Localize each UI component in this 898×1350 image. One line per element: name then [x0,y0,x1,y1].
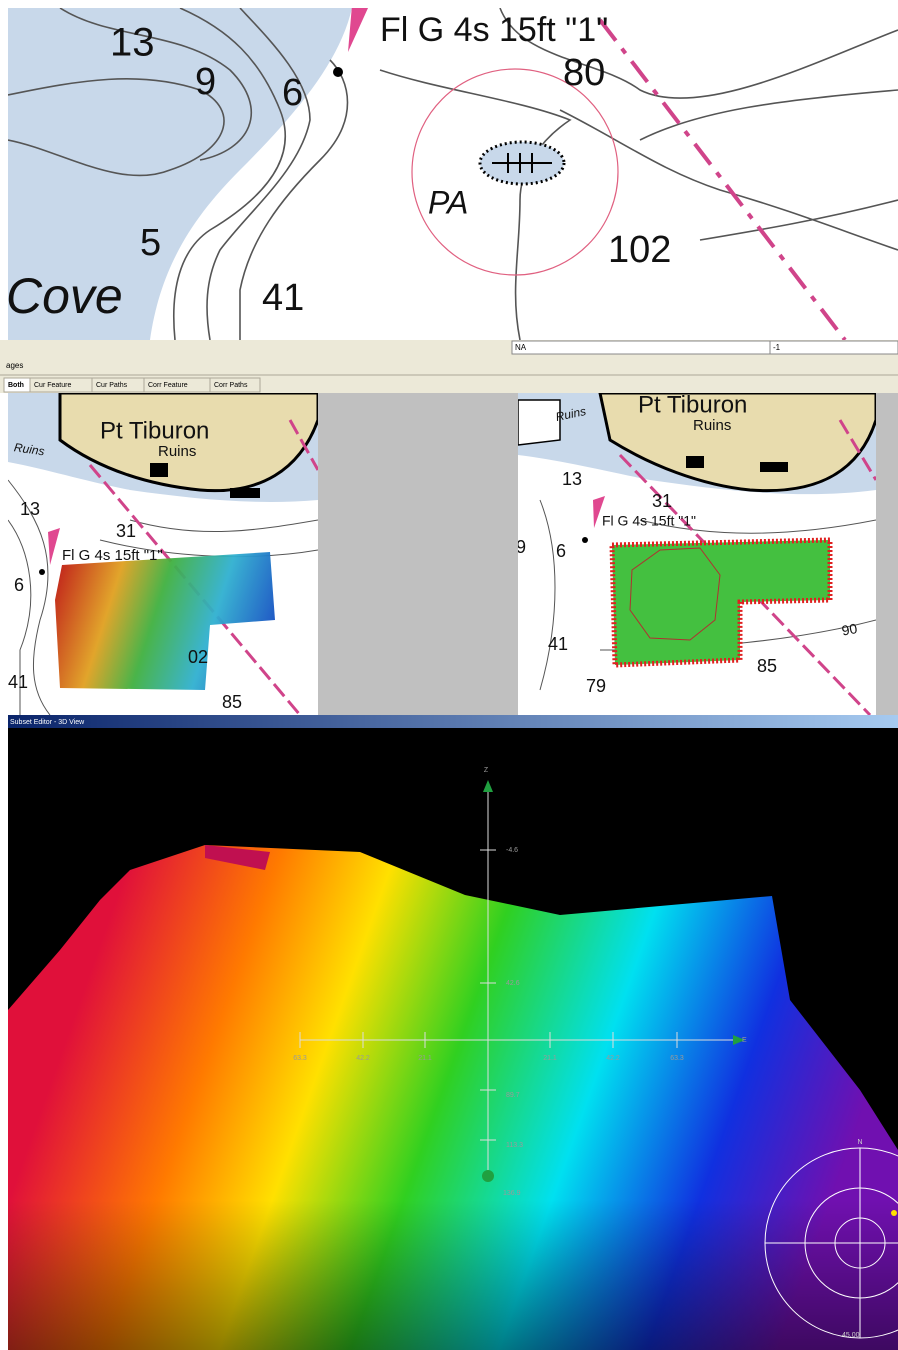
panel-gap [876,393,898,715]
sounding: 79 [586,676,606,696]
light-label: Fl G 4s 15ft "1" [602,513,696,529]
status-text: NA [515,343,527,352]
sounding: 41 [262,277,304,319]
sounding: 5 [140,222,161,264]
z-tick-label: 113.3 [506,1142,523,1149]
sounding: 6 [14,575,24,595]
sounding: 41 [8,672,28,692]
top-nautical-chart: 13 9 6 80 5 41 102 Fl G 4s 15ft "1" PA C… [6,5,898,340]
area-label: PA [428,184,468,220]
sounding: 41 [548,634,568,654]
tab-label: Cur Feature [34,382,71,389]
e-tick-label: 63.3 [670,1055,684,1062]
axis-label: Z [484,767,489,774]
right-map: Pt Tiburon Ruins Ruins 13 31 9 6 41 79 8… [516,391,876,715]
sounding: 90 [840,620,858,638]
status-text: -1 [773,343,781,352]
z-tick-label: 42.6 [506,980,520,987]
tab-bar: Both Cur Feature Cur Paths Corr Feature Corr… [4,378,260,392]
e-tick-label: 21.1 [543,1055,557,1062]
ruins-label: Ruins [693,417,731,434]
place-label: Pt Tiburon [100,417,209,444]
z-tick-label: -4.6 [506,847,518,854]
light-label: Fl G 4s 15ft "1" [62,547,163,564]
compass-label: N [857,1139,862,1146]
left-map: Pt Tiburon Ruins Ruins 13 31 6 02 41 85 … [8,393,318,715]
sounding: 31 [116,521,136,541]
status-field[interactable] [770,341,898,354]
3d-view: Z E -4.6 42.6 89.7 113.3 136.9 63.3 42.2… [8,728,898,1350]
panel-title: ages [6,361,23,370]
sounding: 102 [608,229,671,271]
tab-label: Corr Paths [214,382,248,389]
ruins-label: Ruins [158,443,196,460]
sounding: 80 [563,52,605,94]
sounding: 13 [20,499,40,519]
axis-label: E [742,1037,747,1044]
e-tick-label: 21.1 [418,1055,432,1062]
window-title: Subset Editor - 3D View [10,719,85,726]
status-field[interactable] [512,341,770,354]
tab-label: Both [8,382,24,389]
e-tick-label: 42.2 [356,1055,370,1062]
sounding: 85 [757,656,777,676]
panel-gap [318,393,518,715]
window-title-bar [8,715,898,728]
sounding: 13 [110,21,155,65]
tab-label: Cur Paths [96,382,128,389]
e-tick-label: 63.3 [293,1055,307,1062]
sounding: 13 [562,469,582,489]
e-tick-label: 42.2 [606,1055,620,1062]
screenshot: 13 9 6 80 5 41 102 Fl G 4s 15ft "1" PA C… [0,0,898,1350]
z-tick-label: 89.7 [506,1092,520,1099]
sounding: 6 [282,72,303,114]
z-tick-label: 136.9 [503,1190,521,1197]
light-label: Fl G 4s 15ft "1" [380,11,608,49]
sounding: 31 [652,491,672,511]
sounding: 85 [222,692,242,712]
sounding: 9 [195,61,216,103]
tab-label: Corr Feature [148,382,188,389]
sounding: 02 [188,647,208,667]
place-label: Pt Tiburon [638,391,747,418]
place-label: Cove [6,268,123,324]
compass-value: 45.00 [842,1332,860,1339]
sounding: 6 [556,541,566,561]
